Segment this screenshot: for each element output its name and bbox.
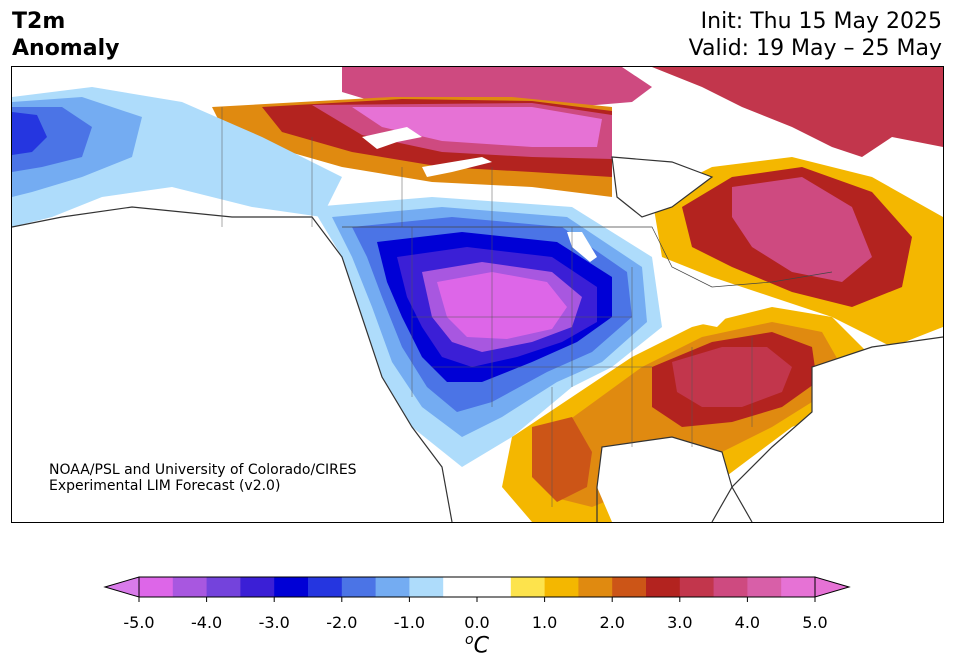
colorbar-tick-label: -1.0 — [393, 613, 425, 632]
colorbar-cell — [510, 577, 546, 597]
colorbar-tick-label: -5.0 — [123, 613, 155, 632]
title-variable: T2m Anomaly — [12, 8, 119, 62]
colorbar-over-arrow — [814, 576, 851, 598]
colorbar-ticks — [138, 597, 816, 602]
colorbar-cell — [375, 577, 410, 597]
title-dates: Init: Thu 15 May 2025 Valid: 19 May – 25… — [689, 8, 942, 62]
credit-text: NOAA/PSL and University of Colorado/CIRE… — [49, 462, 357, 494]
northern-canada-core — [352, 107, 602, 147]
title-variable-line2: Anomaly — [12, 36, 120, 61]
atlantic-ocean — [732, 337, 943, 522]
anomaly-map — [11, 66, 944, 523]
colorbar-tick-label: 2.0 — [599, 613, 625, 632]
pacific-ocean — [12, 207, 452, 522]
map-canvas — [12, 67, 943, 522]
colorbar-cell — [646, 577, 681, 597]
greenland-warm-region — [652, 67, 943, 157]
colorbar-cell — [274, 577, 309, 597]
units-degree: o — [465, 632, 474, 648]
great-slave-lake — [422, 157, 492, 177]
quebec-warm-core — [732, 177, 872, 282]
colorbar-cell — [172, 577, 208, 597]
credit-line2: Experimental LIM Forecast (v2.0) — [49, 478, 281, 494]
coastline-west — [12, 206, 453, 522]
colorbar-tick-label: 4.0 — [734, 613, 761, 632]
hudson-bay — [612, 157, 712, 217]
colorbar-cell — [206, 577, 241, 597]
colorbar-cell — [612, 577, 647, 597]
colorbar-tick-label: 5.0 — [802, 613, 828, 632]
colorbar-cell — [713, 577, 748, 597]
alaska-cold-center — [12, 112, 47, 155]
us-canada-border — [342, 226, 833, 288]
colorbar-tick-label: -3.0 — [258, 613, 290, 632]
title-variable-line1: T2m — [12, 9, 66, 34]
texas-warm-spot — [532, 417, 592, 502]
colorbar-cell — [578, 577, 613, 597]
colorbar-cell — [443, 577, 512, 597]
colorbar-cell — [341, 577, 377, 597]
colorbar-cell — [544, 577, 579, 597]
colorbar-cell — [308, 577, 343, 597]
colorbar-cell — [679, 577, 715, 597]
colorbar-cell — [781, 577, 816, 597]
colorbar-under-arrow — [103, 576, 140, 598]
east-us-warm-core — [672, 347, 792, 407]
colorbar-cell — [240, 577, 275, 597]
colorbar-tick-label: 3.0 — [667, 613, 693, 632]
init-date: Init: Thu 15 May 2025 — [700, 9, 942, 34]
units-celsius: C — [473, 633, 489, 659]
colorbar-units: oC — [465, 632, 489, 658]
colorbar-cell — [747, 577, 782, 597]
gulf-of-mexico — [597, 437, 732, 522]
coastline-east — [731, 336, 943, 522]
province-lines — [221, 107, 493, 227]
great-lakes — [662, 292, 732, 332]
state-lines — [411, 227, 753, 507]
colorbar-tick-label: -2.0 — [326, 613, 358, 632]
lake-winnipeg — [567, 232, 597, 262]
valid-range: Valid: 19 May – 25 May — [688, 36, 942, 61]
west-cold-center — [437, 272, 567, 339]
colorbar-cell — [139, 577, 174, 597]
coastline-hudson — [611, 156, 714, 218]
colorbar-tick-label: 0.0 — [464, 613, 490, 632]
colorbar-tick-label: 1.0 — [531, 613, 558, 632]
credit-line1: NOAA/PSL and University of Colorado/CIRE… — [49, 462, 357, 478]
colorbar-tick-label: -4.0 — [190, 613, 223, 632]
colorbar — [103, 576, 851, 602]
great-bear-lake — [362, 127, 422, 149]
colorbar-cell — [409, 577, 444, 597]
colorbar-cells — [139, 577, 816, 597]
